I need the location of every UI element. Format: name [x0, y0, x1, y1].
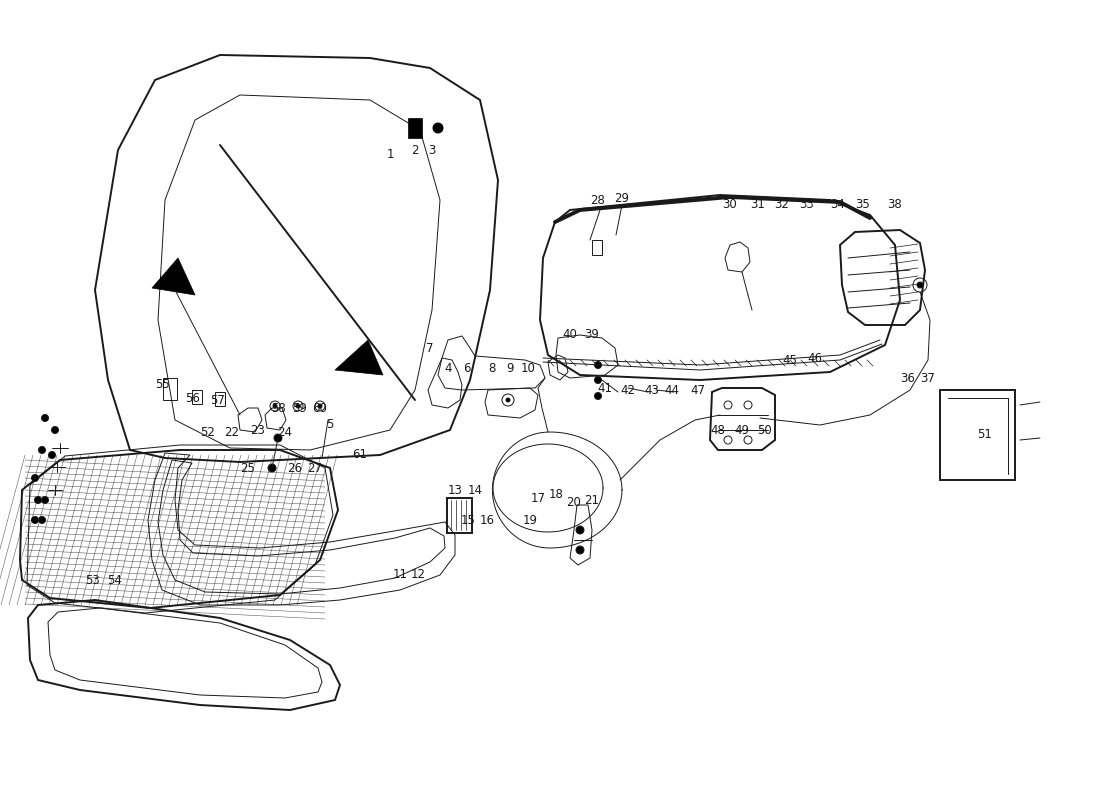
Text: 14: 14: [468, 483, 483, 497]
Text: 20: 20: [566, 497, 582, 510]
Circle shape: [576, 546, 584, 554]
Circle shape: [39, 517, 45, 523]
Text: 48: 48: [711, 423, 725, 437]
Circle shape: [39, 446, 45, 454]
Text: 28: 28: [591, 194, 605, 206]
Text: 26: 26: [287, 462, 303, 474]
Text: 10: 10: [520, 362, 536, 374]
Text: 6: 6: [463, 362, 471, 374]
Text: 58: 58: [271, 402, 285, 414]
Text: 29: 29: [615, 191, 629, 205]
Text: 7: 7: [427, 342, 433, 354]
Text: 34: 34: [830, 198, 846, 211]
Text: 53: 53: [85, 574, 99, 586]
Text: 57: 57: [210, 394, 225, 406]
Text: 8: 8: [488, 362, 496, 374]
Text: 59: 59: [293, 402, 307, 414]
Text: 54: 54: [108, 574, 122, 586]
Circle shape: [34, 497, 42, 503]
Circle shape: [48, 451, 55, 458]
Circle shape: [506, 398, 510, 402]
Text: 35: 35: [856, 198, 870, 211]
Bar: [163, 378, 177, 400]
Text: 41: 41: [597, 382, 613, 394]
Text: 16: 16: [480, 514, 495, 526]
Text: 31: 31: [750, 198, 766, 211]
Circle shape: [42, 497, 48, 503]
Text: 24: 24: [277, 426, 293, 438]
Text: 23: 23: [251, 423, 265, 437]
Text: 52: 52: [200, 426, 216, 438]
Text: 56: 56: [186, 391, 200, 405]
Bar: [192, 390, 202, 404]
Bar: [592, 240, 602, 255]
Text: 21: 21: [584, 494, 600, 506]
Circle shape: [52, 426, 58, 434]
Circle shape: [318, 404, 322, 408]
Text: 50: 50: [757, 423, 771, 437]
Circle shape: [32, 474, 39, 482]
Polygon shape: [152, 258, 195, 295]
Text: 47: 47: [691, 383, 705, 397]
Text: 5: 5: [327, 418, 333, 431]
Text: 18: 18: [549, 489, 563, 502]
Text: 61: 61: [352, 449, 367, 462]
Text: 22: 22: [224, 426, 240, 438]
Circle shape: [273, 404, 277, 408]
Text: 45: 45: [782, 354, 797, 366]
Text: 42: 42: [620, 383, 636, 397]
Text: 19: 19: [522, 514, 538, 526]
Text: 2: 2: [411, 143, 419, 157]
Text: 33: 33: [800, 198, 814, 211]
Text: 27: 27: [308, 462, 322, 474]
Text: 17: 17: [530, 491, 546, 505]
Circle shape: [42, 414, 48, 422]
Text: 39: 39: [584, 329, 600, 342]
Text: 1: 1: [386, 149, 394, 162]
Text: 46: 46: [807, 351, 823, 365]
Circle shape: [296, 404, 300, 408]
Circle shape: [433, 123, 443, 133]
Bar: [940, 390, 1015, 480]
Text: 12: 12: [410, 569, 426, 582]
Text: 32: 32: [774, 198, 790, 211]
Text: 25: 25: [241, 462, 255, 474]
Circle shape: [274, 434, 282, 442]
Text: 37: 37: [921, 371, 935, 385]
Text: 60: 60: [312, 402, 328, 414]
Text: 15: 15: [461, 514, 475, 526]
Text: 55: 55: [155, 378, 170, 391]
Text: 49: 49: [735, 423, 749, 437]
Circle shape: [32, 517, 39, 523]
Circle shape: [594, 377, 602, 383]
Text: 13: 13: [448, 483, 462, 497]
Circle shape: [576, 526, 584, 534]
Text: 43: 43: [645, 383, 659, 397]
Text: 4: 4: [444, 362, 452, 374]
Text: 36: 36: [901, 371, 915, 385]
Circle shape: [594, 362, 602, 369]
Text: 40: 40: [562, 329, 578, 342]
Text: 38: 38: [888, 198, 902, 211]
Bar: [214, 392, 225, 406]
Text: 11: 11: [393, 569, 407, 582]
Polygon shape: [336, 340, 383, 375]
Circle shape: [268, 464, 276, 472]
Text: 3: 3: [428, 143, 436, 157]
Text: 51: 51: [978, 429, 992, 442]
Circle shape: [594, 393, 602, 399]
Text: 9: 9: [506, 362, 514, 374]
Bar: [447, 498, 472, 533]
Text: 44: 44: [664, 383, 680, 397]
Text: 30: 30: [723, 198, 737, 211]
Circle shape: [917, 282, 923, 288]
Bar: [408, 118, 422, 138]
